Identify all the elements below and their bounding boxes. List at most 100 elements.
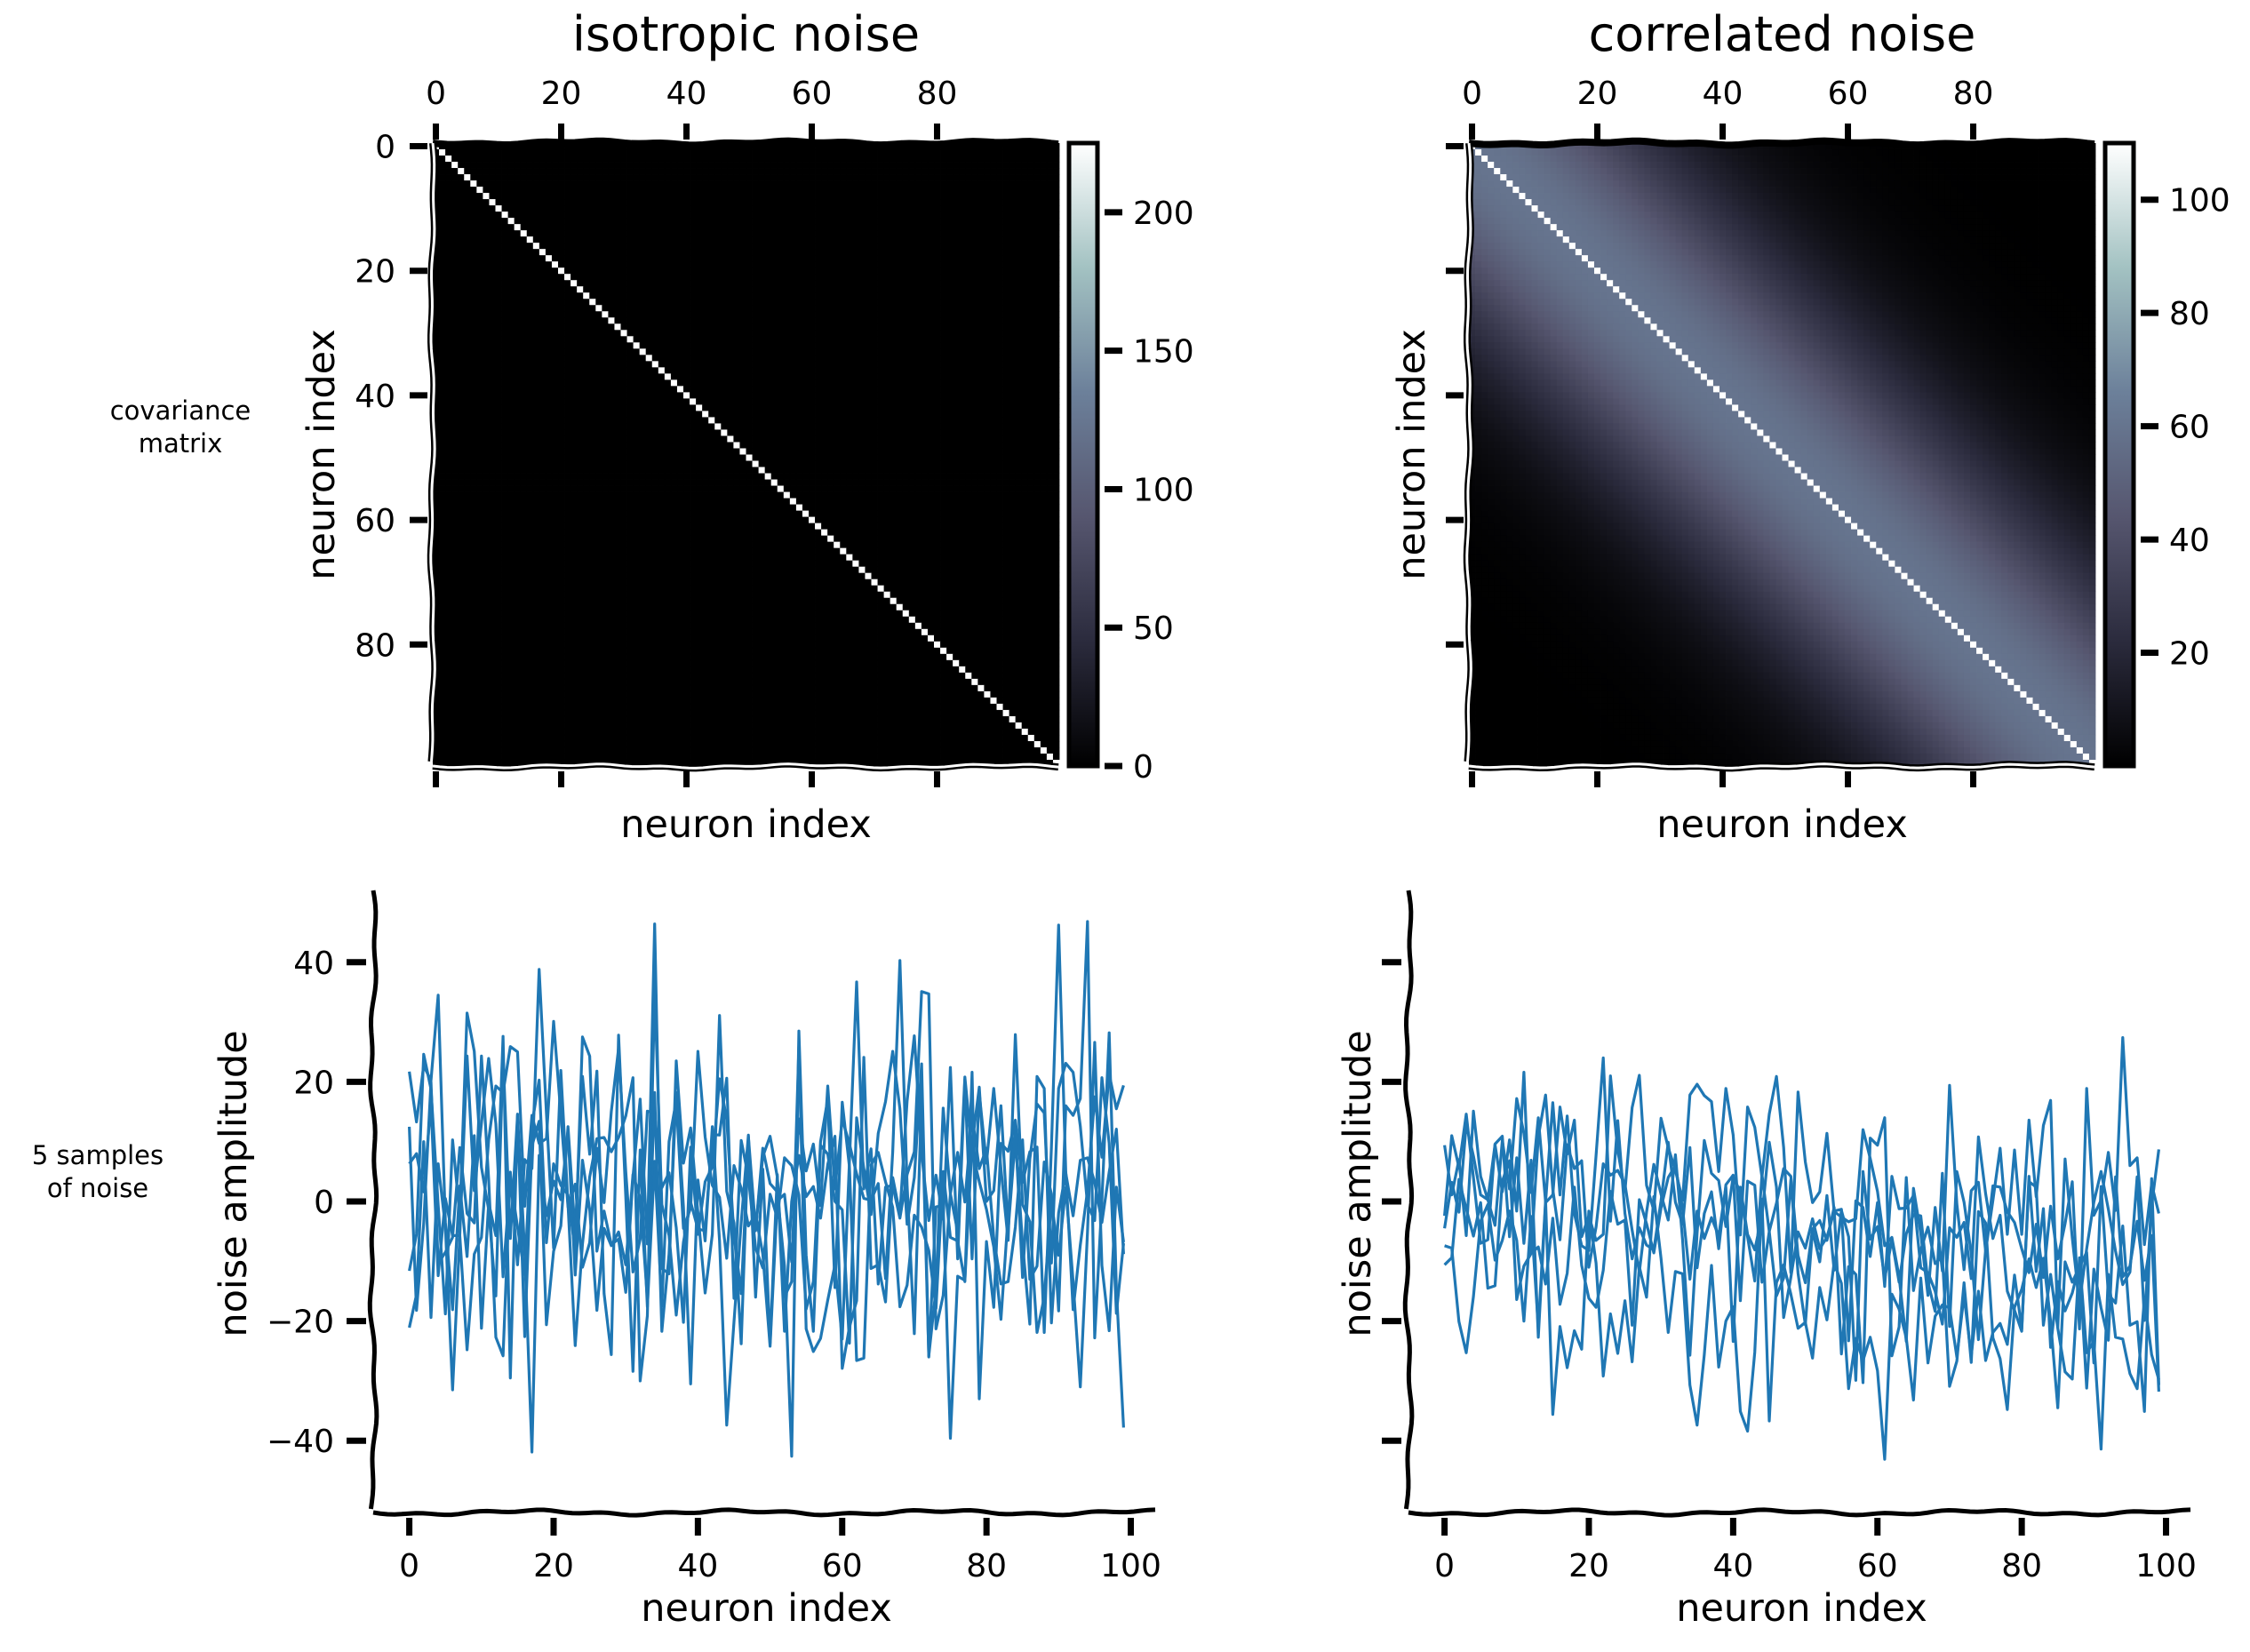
heatmap-cell (934, 236, 941, 243)
heatmap-cell (721, 174, 728, 181)
heatmap-cell (934, 305, 941, 312)
heatmap-cell (651, 193, 659, 200)
heatmap-cell (896, 392, 904, 399)
heatmap-cell (577, 168, 584, 175)
heatmap-cell (733, 379, 740, 387)
heatmap-cell (959, 180, 966, 188)
heatmap-cell (783, 218, 791, 225)
heatmap-cell (858, 367, 866, 374)
heatmap-row (433, 305, 1060, 312)
heatmap-cell (690, 230, 697, 237)
heatmap-cell (977, 355, 985, 362)
heatmap-cell (520, 218, 528, 225)
heatmap-cell (714, 193, 722, 200)
heatmap-cell (1052, 379, 1060, 387)
heatmap-cell (834, 355, 841, 362)
heatmap-cell (746, 417, 753, 424)
heatmap-cell (708, 174, 715, 181)
heatmap-cell (764, 305, 772, 312)
heatmap-cell (670, 355, 678, 362)
heatmap-cell (921, 156, 929, 163)
heatmap-cell (507, 429, 515, 436)
heatmap-cell (827, 442, 834, 449)
heatmap-cell (1027, 355, 1035, 362)
heatmap-cell (852, 417, 859, 424)
heatmap-cell (433, 317, 440, 324)
heatmap-cell (1002, 336, 1009, 343)
heatmap-cell (877, 411, 884, 418)
heatmap-cell (608, 267, 615, 275)
heatmap-cell (645, 199, 653, 206)
heatmap-cell (589, 317, 596, 324)
heatmap-cell (802, 249, 810, 256)
heatmap-cell (1040, 243, 1048, 250)
heatmap-cell (902, 336, 910, 343)
heatmap-cell (507, 180, 515, 188)
heatmap-cell (526, 429, 534, 436)
heatmap-cell (1040, 236, 1048, 243)
heatmap-cell (1033, 280, 1041, 287)
heatmap-cell (940, 211, 947, 219)
heatmap-cell (896, 367, 904, 374)
heatmap-cell (639, 417, 647, 424)
heatmap-cell (458, 330, 465, 337)
heatmap-cell (927, 162, 935, 169)
heatmap-cell (526, 255, 534, 262)
heatmap-cell (996, 267, 1003, 275)
heatmap-cell (852, 199, 859, 206)
heatmap-cell (990, 168, 997, 175)
heatmap-cell (520, 448, 528, 455)
heatmap-cell (702, 299, 709, 306)
heatmap-cell (570, 249, 578, 256)
heatmap-cell (702, 156, 709, 163)
heatmap-cell (1027, 373, 1035, 380)
heatmap-cell (651, 218, 659, 225)
heatmap-cell (795, 373, 803, 380)
heatmap-cell (658, 230, 666, 237)
heatmap-cell (852, 255, 859, 262)
heatmap-cell (1046, 305, 1054, 312)
heatmap-cell (1033, 379, 1041, 387)
heatmap-cell (626, 267, 634, 275)
heatmap-cell (846, 348, 853, 355)
heatmap-cell (501, 261, 508, 268)
heatmap-cell (846, 162, 853, 169)
heatmap-cell (783, 435, 791, 443)
heatmap-cell (702, 230, 709, 237)
heatmap-cell (676, 286, 684, 293)
heatmap-cell (676, 205, 684, 212)
heatmap-cell (583, 429, 590, 436)
heatmap-cell (614, 336, 621, 343)
heatmap-cell (1027, 174, 1035, 181)
heatmap-cell (758, 193, 766, 200)
heatmap-cell (795, 267, 803, 275)
heatmap-cell (702, 361, 709, 368)
heatmap-cell (532, 149, 540, 156)
heatmap-cell (664, 367, 672, 374)
heatmap-cell (670, 199, 678, 206)
heatmap-cell (558, 286, 565, 293)
heatmap-cell (727, 305, 734, 312)
heatmap-cell (595, 280, 602, 287)
heatmap-cell (883, 398, 891, 405)
heatmap-cell (990, 255, 997, 262)
heatmap-cell (795, 311, 803, 318)
heatmap-cell (934, 193, 941, 200)
heatmap-cell (558, 143, 565, 150)
heatmap-cell (595, 267, 602, 275)
heatmap-cell (577, 323, 584, 331)
heatmap-cell (620, 149, 627, 156)
heatmap-cell (777, 211, 785, 219)
heatmap-cell (739, 261, 746, 268)
heatmap-cell (551, 342, 559, 349)
heatmap-cell (1046, 417, 1054, 424)
heatmap-cell (971, 373, 978, 380)
heatmap-cell (770, 404, 778, 411)
heatmap-cell (1009, 355, 1017, 362)
heatmap-cell (458, 299, 465, 306)
heatmap-cell (908, 180, 916, 188)
heatmap-cell (946, 361, 953, 368)
heatmap-cell (608, 180, 615, 188)
heatmap-cell (921, 342, 929, 349)
heatmap-cell (702, 411, 709, 418)
